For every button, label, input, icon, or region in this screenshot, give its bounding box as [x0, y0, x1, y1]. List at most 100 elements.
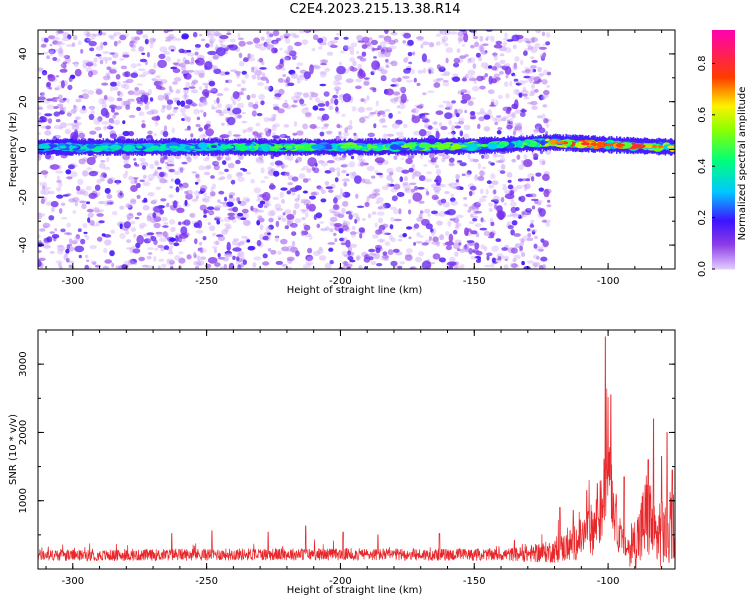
noise-speckle	[511, 263, 518, 268]
noise-cluster	[385, 88, 394, 96]
noise-speckle	[59, 110, 65, 115]
noise-speckle	[380, 69, 388, 75]
noise-speckle	[530, 176, 535, 182]
noise-speckle	[338, 156, 346, 161]
band-peak-blob	[441, 144, 452, 148]
noise-speckle	[445, 47, 454, 53]
noise-speckle	[396, 105, 400, 109]
noise-cluster	[243, 57, 249, 63]
noise-speckle	[491, 66, 498, 71]
noise-speckle	[137, 68, 146, 72]
noise-speckle	[343, 36, 349, 40]
noise-speckle	[121, 83, 126, 89]
noise-speckle	[98, 162, 106, 169]
noise-speckle	[446, 106, 453, 111]
colorbar-swatch	[712, 35, 735, 39]
noise-speckle	[458, 34, 464, 38]
noise-speckle	[328, 105, 334, 110]
noise-speckle	[325, 186, 333, 190]
noise-speckle	[40, 189, 46, 195]
noise-speckle	[134, 216, 140, 220]
noise-speckle	[539, 53, 546, 59]
noise-speckle	[95, 88, 102, 91]
noise-speckle	[323, 91, 330, 97]
noise-speckle	[229, 194, 233, 199]
noise-speckle	[83, 234, 88, 238]
noise-speckle	[256, 112, 263, 117]
noise-speckle	[211, 104, 215, 110]
noise-speckle	[125, 230, 130, 235]
noise-speckle	[215, 109, 223, 114]
noise-speckle	[454, 125, 462, 129]
noise-speckle	[519, 245, 523, 251]
noise-speckle	[198, 191, 204, 194]
noise-speckle	[545, 222, 551, 227]
colorbar-swatch	[712, 79, 735, 83]
noise-speckle	[415, 241, 423, 244]
noise-speckle	[211, 183, 217, 190]
colorbar-swatch	[712, 59, 735, 63]
noise-speckle	[203, 157, 210, 162]
noise-speckle	[313, 65, 321, 70]
noise-speckle	[335, 167, 341, 172]
noise-speckle	[238, 61, 245, 67]
noise-speckle	[244, 73, 249, 79]
noise-speckle	[530, 100, 538, 106]
noise-speckle	[65, 193, 72, 197]
noise-speckle	[66, 222, 71, 228]
noise-speckle	[433, 120, 437, 125]
noise-cluster	[180, 226, 188, 236]
noise-speckle	[530, 46, 538, 53]
noise-speckle	[317, 248, 324, 254]
noise-speckle	[381, 231, 388, 235]
noise-speckle	[172, 36, 177, 41]
noise-speckle	[72, 210, 77, 214]
colorbar-swatch	[712, 249, 735, 252]
noise-speckle	[195, 195, 199, 200]
noise-speckle	[366, 165, 375, 172]
noise-speckle	[404, 254, 413, 261]
noise-speckle	[157, 166, 162, 170]
noise-speckle	[487, 89, 495, 94]
noise-speckle	[136, 212, 142, 216]
noise-speckle	[317, 103, 326, 107]
noise-speckle	[158, 258, 165, 262]
noise-speckle	[507, 179, 512, 183]
noise-speckle	[499, 53, 505, 57]
noise-speckle	[459, 248, 466, 253]
noise-speckle	[432, 121, 439, 125]
noise-speckle	[504, 258, 508, 262]
noise-speckle	[98, 98, 105, 105]
noise-speckle	[114, 105, 123, 110]
band-peak-blob	[639, 144, 646, 148]
noise-speckle	[133, 233, 137, 238]
noise-speckle	[451, 100, 456, 104]
noise-speckle	[250, 205, 254, 211]
noise-speckle	[127, 259, 134, 266]
noise-speckle	[379, 41, 386, 48]
noise-speckle	[142, 174, 147, 179]
noise-cluster	[286, 213, 295, 220]
noise-speckle	[247, 126, 254, 132]
noise-speckle	[336, 123, 341, 129]
noise-speckle	[511, 112, 516, 119]
noise-cluster	[47, 74, 56, 82]
noise-speckle	[138, 256, 145, 262]
noise-speckle	[529, 77, 533, 84]
noise-speckle	[201, 197, 206, 201]
noise-speckle	[432, 253, 441, 260]
noise-speckle	[329, 221, 335, 227]
noise-cluster	[411, 116, 421, 124]
noise-speckle	[281, 246, 289, 252]
band-peak-blob	[235, 145, 244, 149]
noise-speckle	[457, 160, 463, 163]
noise-speckle	[436, 220, 443, 226]
noise-speckle	[309, 195, 316, 200]
colorbar-swatch	[712, 45, 735, 49]
noise-speckle	[235, 171, 243, 178]
noise-speckle	[308, 235, 313, 240]
noise-speckle	[364, 266, 367, 269]
noise-speckle	[515, 82, 522, 86]
noise-speckle	[365, 107, 373, 111]
noise-speckle	[150, 235, 154, 240]
